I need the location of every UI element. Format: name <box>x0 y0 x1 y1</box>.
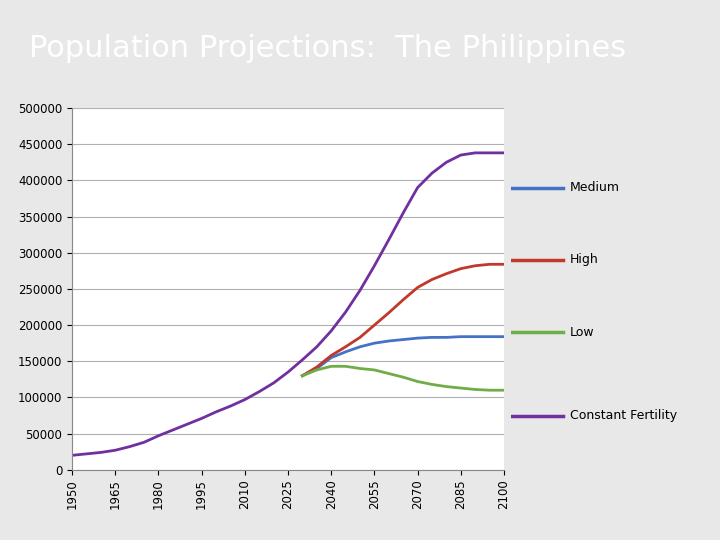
Text: Constant Fertility: Constant Fertility <box>570 409 677 422</box>
Text: Low: Low <box>570 326 594 339</box>
Text: Medium: Medium <box>570 181 620 194</box>
Text: High: High <box>570 253 598 266</box>
Text: Population Projections:  The Philippines: Population Projections: The Philippines <box>29 34 626 63</box>
